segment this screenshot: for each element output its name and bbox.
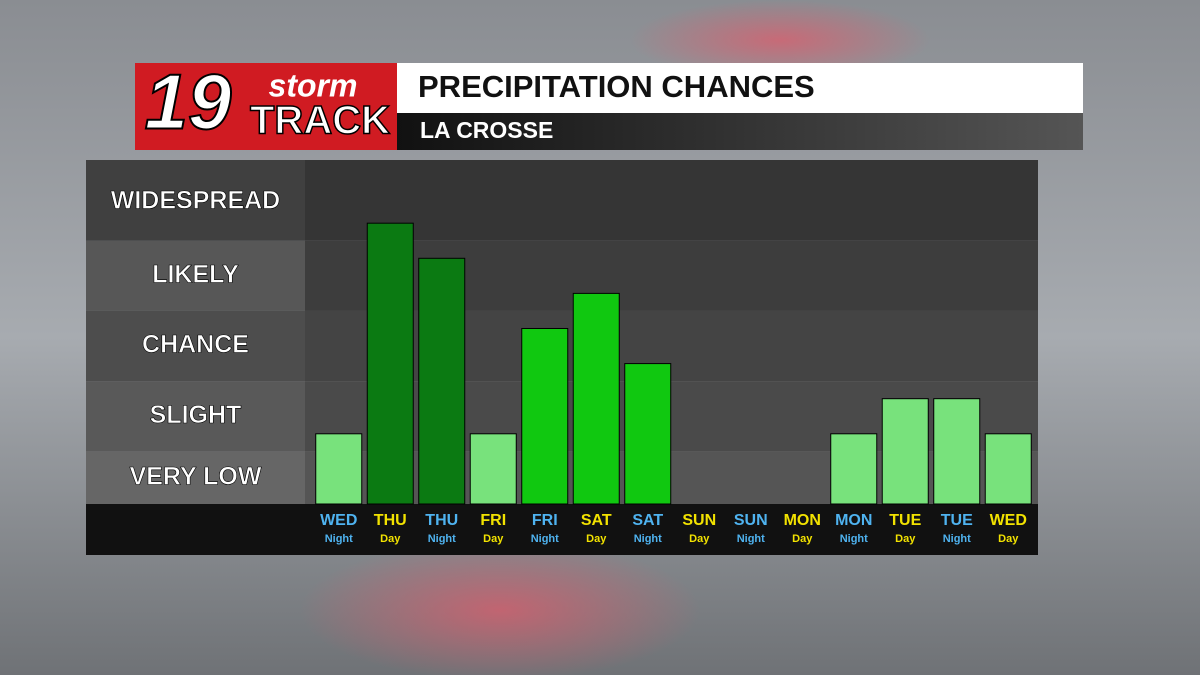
x-tick-sublabel: Day <box>689 533 710 545</box>
x-tick-label: SUN <box>682 512 716 529</box>
x-tick-label: WED <box>320 512 357 529</box>
bar <box>984 433 1032 505</box>
bar <box>933 398 981 505</box>
label-band <box>86 381 305 452</box>
bar <box>521 327 569 505</box>
x-tick-label: SAT <box>581 512 612 529</box>
x-tick-label: THU <box>374 512 407 529</box>
bar <box>881 398 929 505</box>
label-band <box>86 310 305 382</box>
logo-number: 19 <box>145 58 232 146</box>
y-tick-label: WIDESPREAD <box>111 187 280 215</box>
y-tick-label: LIKELY <box>152 260 239 288</box>
y-tick-label: SLIGHT <box>150 401 242 429</box>
bar <box>366 222 414 505</box>
chart-title: PRECIPITATION CHANCES <box>418 69 815 104</box>
background-glow <box>300 540 700 675</box>
x-tick-sublabel: Day <box>380 533 401 545</box>
x-tick-sublabel: Night <box>325 533 353 545</box>
x-tick-sublabel: Night <box>840 533 868 545</box>
x-tick-label: THU <box>425 512 458 529</box>
grid-band <box>305 160 1038 241</box>
x-tick-sublabel: Night <box>737 533 765 545</box>
grid-band <box>305 240 1038 311</box>
logo-box <box>135 63 397 150</box>
x-tick-sublabel: Day <box>586 533 607 545</box>
label-band <box>86 240 305 311</box>
bar <box>830 433 878 505</box>
x-tick-label: MON <box>784 512 821 529</box>
x-tick-sublabel: Night <box>634 533 662 545</box>
label-band <box>86 160 305 241</box>
y-tick-label: CHANCE <box>142 331 249 359</box>
x-tick-label: SUN <box>734 512 768 529</box>
label-band <box>86 451 305 504</box>
bar <box>315 433 363 505</box>
x-tick-sublabel: Day <box>792 533 813 545</box>
x-tick-label: MON <box>835 512 872 529</box>
bar <box>469 433 517 505</box>
title-bar <box>397 63 1083 113</box>
logo-word: storm <box>269 67 358 103</box>
x-tick-label: SAT <box>632 512 663 529</box>
x-tick-label: WED <box>990 512 1027 529</box>
plot: VERY LOW SLIGHT CHANCE LIKELY WIDESPREAD WED N… <box>86 160 1038 545</box>
x-tick-sublabel: Day <box>483 533 504 545</box>
x-tick-label: FRI <box>480 512 506 529</box>
subtitle-bar <box>397 113 1083 150</box>
bar <box>572 292 620 505</box>
category-band <box>86 504 1038 555</box>
x-tick-label: TUE <box>889 512 921 529</box>
x-tick-label: FRI <box>532 512 558 529</box>
background-glow <box>630 0 930 80</box>
bar <box>624 363 672 505</box>
x-tick-sublabel: Night <box>943 533 971 545</box>
x-tick-sublabel: Day <box>895 533 916 545</box>
x-tick-sublabel: Day <box>998 533 1019 545</box>
x-tick-label: TUE <box>941 512 973 529</box>
grid-band <box>305 310 1038 382</box>
x-tick-sublabel: Night <box>531 533 559 545</box>
chart-subtitle: LA CROSSE <box>420 117 553 143</box>
logo-word: TRACK <box>250 99 390 143</box>
x-tick-sublabel: Night <box>428 533 456 545</box>
y-tick-label: VERY LOW <box>130 462 262 490</box>
bar <box>418 257 466 505</box>
